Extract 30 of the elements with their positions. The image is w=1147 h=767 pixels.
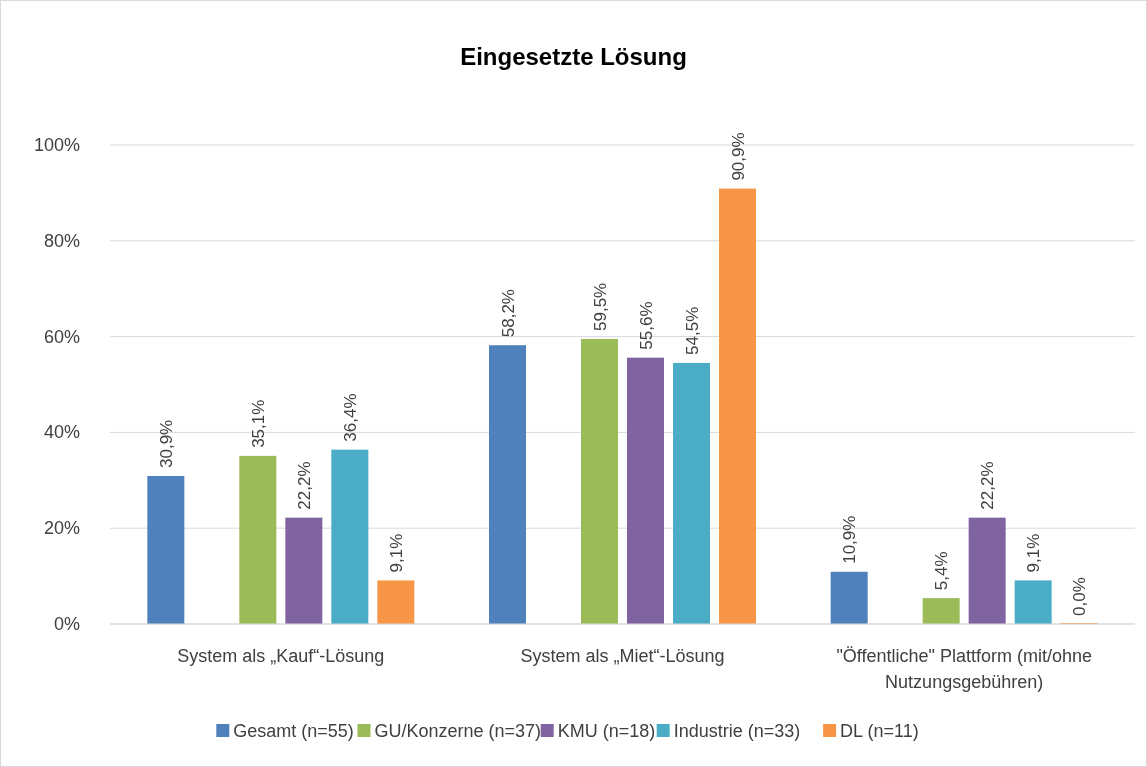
legend-label: Gesamt (n=55) [233, 721, 354, 741]
legend-label: Industrie (n=33) [673, 721, 801, 741]
data-label: 22,2% [294, 461, 314, 510]
y-tick-label: 100% [33, 135, 80, 155]
data-label: 55,6% [636, 301, 656, 350]
y-tick-label: 20% [43, 518, 80, 539]
x-tick-label: System als „Miet“-Lösung [520, 646, 725, 666]
data-label: 30,9% [156, 419, 176, 468]
y-tick-label: 60% [43, 326, 80, 347]
data-label: 9,1% [1024, 533, 1044, 573]
x-tick-label: System als „Kauf“-Lösung [177, 646, 385, 666]
data-label: 58,2% [498, 289, 518, 338]
data-label: 5,4% [932, 551, 952, 591]
data-label: 54,5% [682, 306, 702, 355]
legend-label: DL (n=11) [840, 721, 919, 741]
data-label: 22,2% [978, 461, 998, 510]
y-tick-label: 80% [43, 230, 80, 251]
data-label: 9,1% [386, 533, 406, 573]
data-label: 0,0% [1070, 577, 1090, 616]
data-label: 35,1% [248, 399, 268, 448]
legend-label: KMU (n=18) [557, 721, 656, 741]
data-label: 10,9% [840, 515, 860, 564]
data-label: 90,9% [728, 132, 748, 181]
x-tick-label: "Öffentliche" Plattform (mit/ohne Nutzungsgebühren) [836, 646, 1092, 692]
data-label: 36,4% [340, 393, 360, 442]
y-tick-label: 40% [43, 422, 80, 443]
legend-label: GU/Konzerne (n=37) [374, 721, 542, 741]
data-label: 59,5% [590, 282, 610, 331]
chart-title: Eingesetzte Lösung [460, 43, 687, 70]
y-tick-label: 0% [53, 614, 80, 634]
